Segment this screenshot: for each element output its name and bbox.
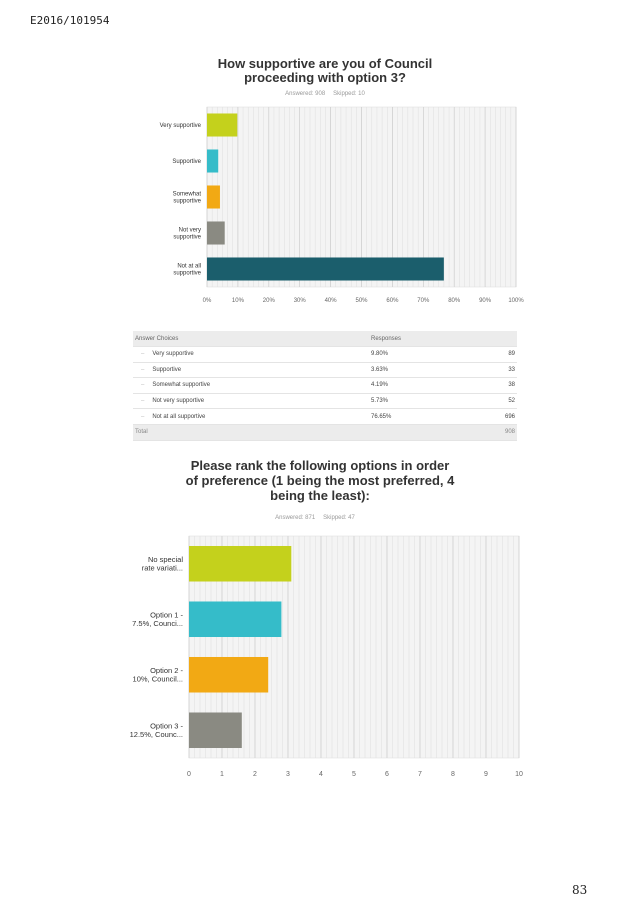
chart1-tick-label: 10% [232,298,245,304]
chart2-category-label: 10%, Council... [133,675,183,684]
table-total-row: Total 908 [133,424,517,441]
chart2-title-line2: of preference (1 being the most preferre… [185,473,455,488]
chart2-tick-label: 3 [286,771,290,778]
row-percent: 9.80% [369,346,443,363]
chart1-response-stats: Answered: 908 Skipped: 10 [225,91,425,97]
chart2-response-stats: Answered: 871 Skipped: 47 [215,515,415,521]
chart1-title: How supportive are you of Council procee… [170,57,480,85]
total-count: 908 [443,424,517,441]
row-percent: 3.63% [369,362,443,379]
chart2-tick-label: 10 [515,771,523,778]
row-label: Somewhat supportive [152,382,211,389]
chart2-tick-label: 1 [220,771,224,778]
chart1-tick-label: 80% [448,298,461,304]
chart1-bar [207,257,444,281]
chart2-tick-label: 0 [187,771,191,778]
chart1-category-label: Supportive [172,159,201,165]
chart1-category-label: supportive [173,235,201,241]
chart1-category-label: supportive [173,271,201,277]
chart1-bar [207,221,225,245]
table-row: – Somewhat supportive 4.19% 38 [133,377,517,394]
chart2-title-line3: being the least): [270,488,370,503]
chart2-category-label: Option 3 - [150,722,183,731]
row-label: Supportive [152,366,182,373]
row-label: Not at all supportive [152,413,206,420]
chart2-skipped: Skipped: 47 [323,515,355,521]
chart1-tick-label: 50% [355,298,368,304]
chart1-title-line1: How supportive are you of Council [217,56,433,71]
chart1-bar [207,113,238,137]
chart2-tick-label: 8 [451,771,455,778]
header-answer-choices: Answer Choices [133,331,369,347]
row-label: Very supportive [152,351,194,358]
chart2-bar [189,656,269,693]
table-row: – Not very supportive 5.73% 52 [133,393,517,410]
table-header-row: Answer Choices Responses [133,331,517,347]
chart1-tick-label: 40% [325,298,338,304]
chart2-category-label: 7.5%, Counci... [132,619,183,628]
row-percent: 76.65% [369,408,443,425]
chart2-tick-label: 5 [352,771,356,778]
chart2-category-label: Option 1 - [150,611,183,620]
chart2-title-line1: Please rank the following options in ord… [190,458,450,473]
chart1-tick-label: 0% [203,298,212,304]
chart2-tick-label: 6 [385,771,389,778]
chart2-category-label: No special [148,555,183,564]
responses-table: Answer Choices Responses – Very supportiv… [133,331,517,441]
chart1-answered: Answered: 908 [285,91,326,97]
chart1-skipped: Skipped: 10 [333,91,365,97]
chart2-category-label: Option 2 - [150,666,183,675]
chart2-tick-label: 2 [253,771,257,778]
row-dash: – [141,382,145,389]
document-reference: E2016/101954 [30,14,110,27]
chart1-bar [207,185,220,209]
header-responses: Responses [369,331,517,347]
chart1-category-label: supportive [173,199,201,205]
chart1-tick-label: 30% [294,298,307,304]
row-dash: – [141,366,145,373]
chart2-category-label: 12.5%, Counc... [130,730,183,739]
chart2-tick-label: 9 [484,771,488,778]
row-label: Not very supportive [152,398,205,405]
row-percent: 5.73% [369,393,443,410]
row-percent: 4.19% [369,377,443,394]
row-count: 38 [443,377,517,394]
table-row: – Supportive 3.63% 33 [133,362,517,379]
chart1-tick-label: 20% [263,298,276,304]
page-number: 83 [572,883,588,897]
chart2-title: Please rank the following options in ord… [150,458,490,503]
chart1-tick-label: 100% [508,298,524,304]
chart1-title-line2: proceeding with option 3? [244,70,406,85]
chart2-answered: Answered: 871 [275,515,316,521]
row-dash: – [141,351,145,358]
row-dash: – [141,413,145,420]
table-row: – Not at all supportive 76.65% 696 [133,408,517,425]
chart1-category-label: Not very [179,228,201,234]
chart2-bar [189,712,242,749]
row-count: 89 [443,346,517,363]
chart1-category-label: Not at all [177,264,201,270]
total-label: Total [133,424,369,441]
row-count: 52 [443,393,517,410]
chart1-tick-label: 60% [386,298,399,304]
chart1-category-label: Somewhat [173,192,202,198]
chart1-category-label: Very supportive [160,123,202,129]
row-dash: – [141,398,145,405]
chart2-tick-label: 7 [418,771,422,778]
chart2-tick-label: 4 [319,771,323,778]
chart2-bar [189,545,292,582]
chart2-bar [189,601,282,638]
chart1-bar [207,149,219,173]
row-count: 696 [443,408,517,425]
chart1-tick-label: 70% [417,298,430,304]
chart1-tick-label: 90% [479,298,492,304]
chart2-category-label: rate variati... [142,564,183,573]
row-count: 33 [443,362,517,379]
table-row: – Very supportive 9.80% 89 [133,346,517,363]
